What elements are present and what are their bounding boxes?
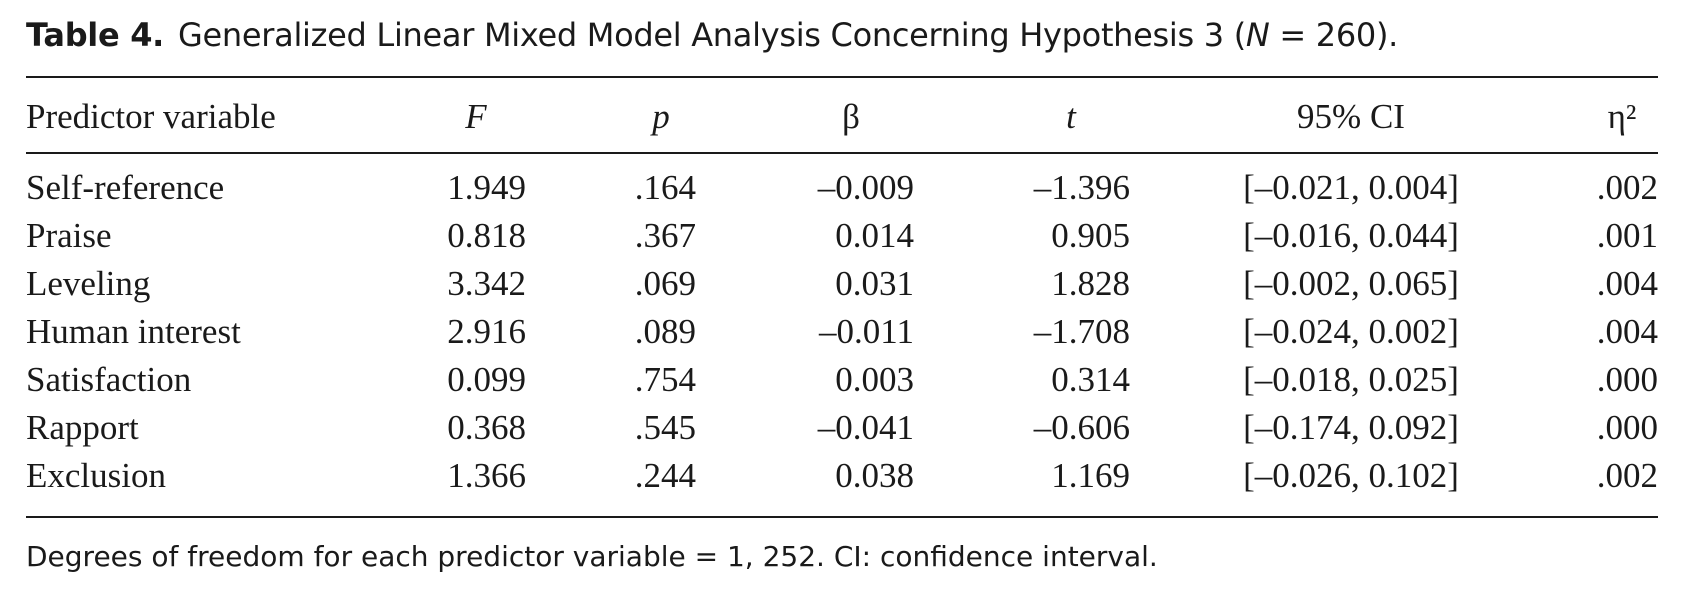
cell-eta-squared: .002	[1596, 168, 1658, 207]
table-note: Degrees of freedom for each predictor va…	[26, 540, 1158, 573]
cell-eta-squared: .002	[1596, 456, 1658, 495]
table-row: Self-reference 1.949 .164 –0.009 –1.396 …	[26, 164, 1658, 212]
cell-f: 2.916	[447, 312, 526, 351]
cell-t: –0.606	[1033, 408, 1130, 447]
cell-p: .754	[634, 360, 696, 399]
cell-f: 1.366	[447, 456, 526, 495]
cell-ci: [–0.018, 0.025]	[1243, 360, 1459, 399]
cell-ci: [–0.026, 0.102]	[1243, 456, 1459, 495]
cell-t: 0.314	[1051, 360, 1130, 399]
cell-ci: [–0.002, 0.065]	[1243, 264, 1459, 303]
header-eta-squared: η²	[1607, 97, 1637, 136]
table-row: Satisfaction 0.099 .754 0.003 0.314 [–0.…	[26, 356, 1658, 404]
cell-beta: 0.038	[835, 456, 914, 495]
table-row: Human interest 2.916 .089 –0.011 –1.708 …	[26, 308, 1658, 356]
cell-ci: [–0.174, 0.092]	[1243, 408, 1459, 447]
cell-f: 3.342	[447, 264, 526, 303]
cell-ci: [–0.024, 0.002]	[1243, 312, 1459, 351]
cell-t: 1.828	[1051, 264, 1130, 303]
header-beta: β	[842, 97, 860, 136]
cell-predictor: Self-reference	[26, 168, 225, 207]
table-body: Self-reference 1.949 .164 –0.009 –1.396 …	[26, 164, 1658, 500]
cell-eta-squared: .001	[1596, 216, 1658, 255]
cell-eta-squared: .004	[1596, 312, 1658, 351]
header-t: t	[1066, 97, 1076, 136]
cell-t: 0.905	[1051, 216, 1130, 255]
table-title: Table 4. Generalized Linear Mixed Model A…	[26, 16, 1398, 54]
cell-f: 0.368	[447, 408, 526, 447]
cell-p: .069	[634, 264, 696, 303]
title-text-start: Generalized Linear Mixed Model Analysis …	[178, 16, 1246, 54]
cell-beta: –0.009	[817, 168, 914, 207]
cell-eta-squared: .004	[1596, 264, 1658, 303]
cell-predictor: Praise	[26, 216, 112, 255]
cell-beta: –0.011	[819, 312, 914, 351]
cell-predictor: Human interest	[26, 312, 241, 351]
cell-f: 0.099	[447, 360, 526, 399]
cell-beta: 0.003	[835, 360, 914, 399]
bottom-rule	[26, 516, 1658, 518]
cell-p: .164	[634, 168, 696, 207]
cell-t: –1.708	[1033, 312, 1130, 351]
cell-p: .244	[634, 456, 696, 495]
table-row: Praise 0.818 .367 0.014 0.905 [–0.016, 0…	[26, 212, 1658, 260]
title-n-symbol: N	[1245, 16, 1270, 54]
cell-ci: [–0.016, 0.044]	[1243, 216, 1459, 255]
cell-f: 1.949	[447, 168, 526, 207]
cell-predictor: Leveling	[26, 264, 151, 303]
header-rule	[26, 152, 1658, 154]
cell-p: .367	[634, 216, 696, 255]
table-header: Predictor variable F p β t 95% CI η²	[26, 92, 1658, 142]
top-rule	[26, 76, 1658, 78]
cell-predictor: Rapport	[26, 408, 139, 447]
cell-p: .089	[634, 312, 696, 351]
table-row: Rapport 0.368 .545 –0.041 –0.606 [–0.174…	[26, 404, 1658, 452]
cell-ci: [–0.021, 0.004]	[1243, 168, 1459, 207]
cell-t: –1.396	[1033, 168, 1130, 207]
table-number: Table 4.	[26, 16, 165, 54]
header-ci: 95% CI	[1297, 97, 1405, 136]
cell-eta-squared: .000	[1596, 360, 1658, 399]
cell-beta: –0.041	[817, 408, 914, 447]
cell-predictor: Satisfaction	[26, 360, 192, 399]
table-row: Leveling 3.342 .069 0.031 1.828 [–0.002,…	[26, 260, 1658, 308]
cell-p: .545	[634, 408, 696, 447]
header-f: F	[465, 97, 487, 136]
cell-beta: 0.031	[835, 264, 914, 303]
cell-predictor: Exclusion	[26, 456, 166, 495]
cell-eta-squared: .000	[1596, 408, 1658, 447]
cell-f: 0.818	[447, 216, 526, 255]
header-predictor: Predictor variable	[26, 97, 276, 136]
cell-t: 1.169	[1051, 456, 1130, 495]
header-p: p	[652, 97, 670, 136]
cell-beta: 0.014	[835, 216, 914, 255]
title-text-end: = 260).	[1269, 16, 1399, 54]
table-row: Exclusion 1.366 .244 0.038 1.169 [–0.026…	[26, 452, 1658, 500]
